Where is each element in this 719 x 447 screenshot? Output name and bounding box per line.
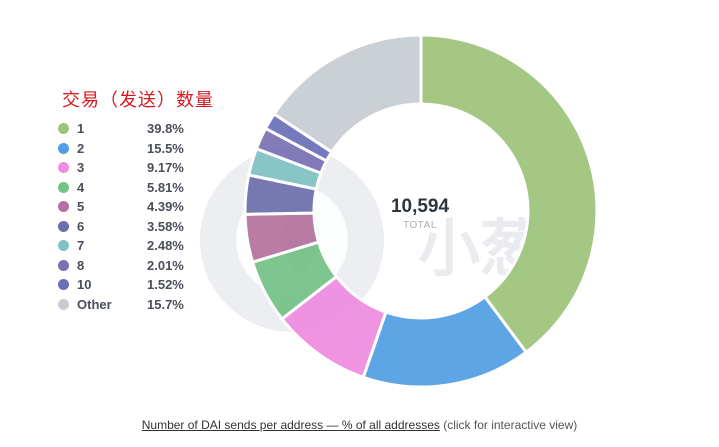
legend-item-4[interactable]: 4 5.81% <box>58 178 184 198</box>
legend-swatch <box>58 259 69 271</box>
legend-swatch <box>58 220 69 232</box>
legend-swatch <box>58 142 69 154</box>
legend-label: 10 <box>77 277 92 293</box>
legend-item-10[interactable]: 10 1.52% <box>58 275 184 295</box>
caption-note: (click for interactive view) <box>443 418 578 432</box>
legend-item-3[interactable]: 3 9.17% <box>58 158 184 178</box>
legend-value: 9.17% <box>147 160 184 176</box>
legend-item-1[interactable]: 1 39.8% <box>58 119 184 139</box>
legend-swatch <box>58 298 69 310</box>
total-value: 10,594 <box>390 196 450 217</box>
legend-label: 6 <box>77 218 85 234</box>
legend-label: 8 <box>77 257 85 273</box>
legend-item-8[interactable]: 8 2.01% <box>58 256 184 276</box>
legend-swatch <box>58 123 69 135</box>
legend-value: 1.52% <box>147 277 184 293</box>
legend-swatch <box>58 201 69 213</box>
legend-item-5[interactable]: 5 4.39% <box>58 197 184 217</box>
legend-label: 4 <box>77 179 85 195</box>
legend-item-other[interactable]: Other 15.7% <box>58 295 184 315</box>
legend-swatch <box>58 279 69 291</box>
legend-value: 39.8% <box>147 121 184 137</box>
legend-label: 3 <box>77 160 85 176</box>
legend-item-6[interactable]: 6 3.58% <box>58 217 184 237</box>
legend-value: 15.5% <box>147 140 184 156</box>
donut-slices[interactable] <box>243 33 599 389</box>
legend-value: 2.01% <box>147 257 184 273</box>
legend-label: 5 <box>77 199 85 215</box>
legend-label: Other <box>77 296 112 312</box>
chart-caption: Number of DAI sends per address — % of a… <box>0 418 719 432</box>
chart-title: 交易（发送）数量 <box>62 90 214 111</box>
legend-value: 2.48% <box>147 238 184 254</box>
legend-swatch <box>58 162 69 174</box>
legend-label: 2 <box>77 140 85 156</box>
legend-label: 7 <box>77 238 85 254</box>
legend-swatch <box>58 240 69 252</box>
total-label: TOTAL <box>403 220 437 231</box>
legend-value: 15.7% <box>147 296 184 312</box>
legend-value: 4.39% <box>147 199 184 215</box>
legend-value: 5.81% <box>147 179 184 195</box>
legend-label: 1 <box>77 121 85 137</box>
legend: 1 39.8% 2 15.5% 3 9.17% 4 5.81% 5 4.39% 6 3.58% 7 2.4… <box>58 119 184 314</box>
legend-item-2[interactable]: 2 15.5% <box>58 139 184 159</box>
donut-slice-1[interactable] <box>419 33 599 355</box>
legend-swatch <box>58 181 69 193</box>
interactive-view-link[interactable]: Number of DAI sends per address — % of a… <box>141 418 440 432</box>
donut-slice-other[interactable] <box>272 33 423 155</box>
legend-value: 3.58% <box>147 218 184 234</box>
legend-item-7[interactable]: 7 2.48% <box>58 236 184 256</box>
